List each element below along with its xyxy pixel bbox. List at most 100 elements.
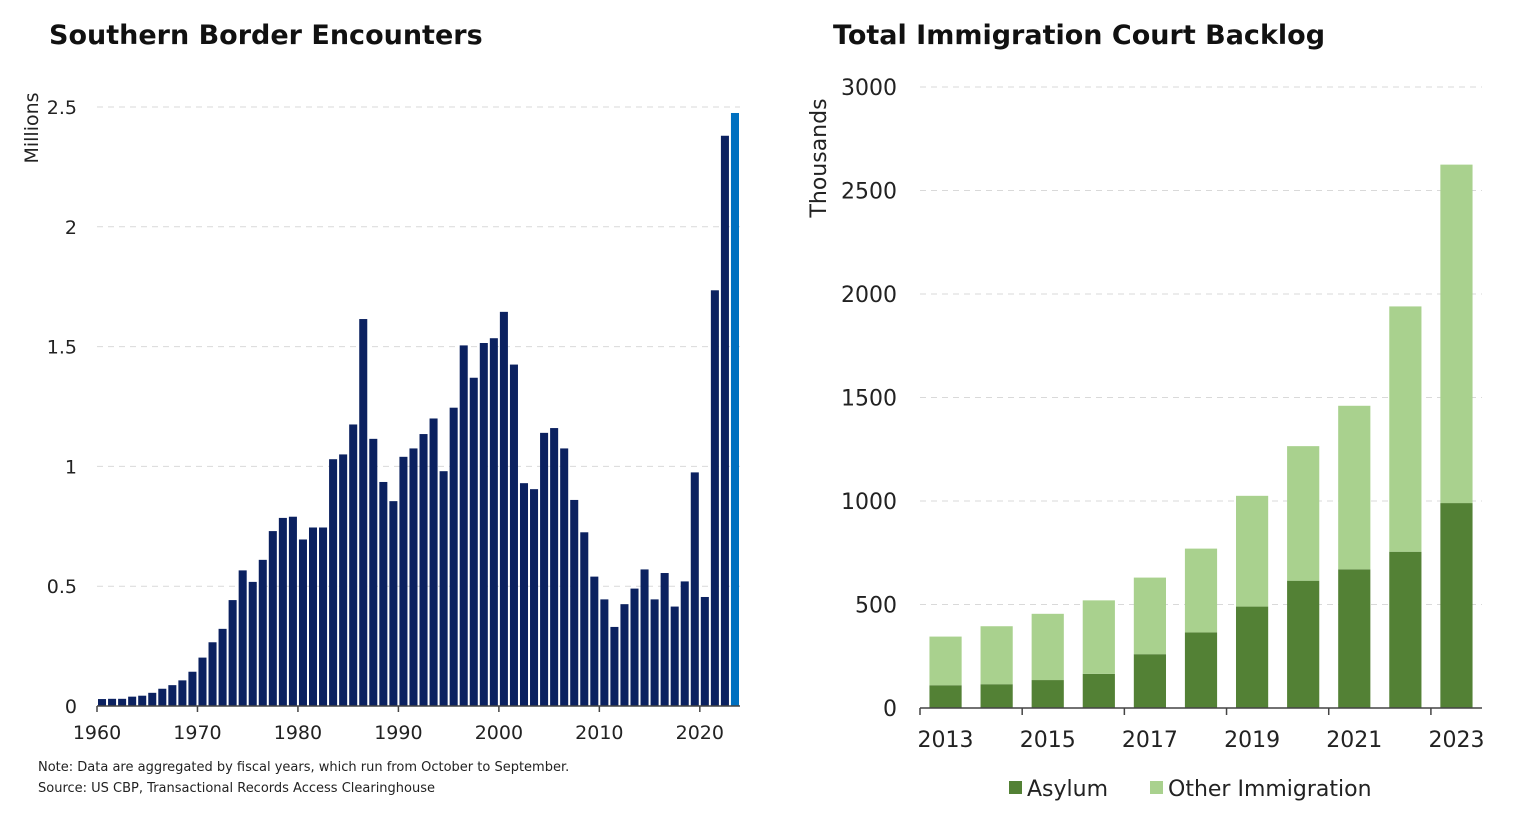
y-tick-label: 0: [883, 697, 897, 722]
bar-1981: [308, 527, 318, 706]
bar-2007: [570, 499, 579, 706]
x-tick-label: 2023: [1428, 728, 1484, 753]
bar-1960: [98, 699, 107, 706]
bar-2021-other: [1338, 405, 1371, 570]
x-tick-label: 1960: [73, 722, 121, 744]
bar-2022-asylum: [1389, 551, 1422, 708]
bar-1983: [329, 459, 338, 706]
bar-2014: [640, 569, 649, 706]
bar-2020: [700, 596, 709, 706]
right-bars: [929, 164, 1473, 708]
right-y-axis-label: Thousands: [807, 98, 832, 218]
y-tick-label: 0: [65, 696, 77, 718]
bar-2001: [509, 364, 518, 706]
bar-2021-asylum: [1338, 569, 1371, 708]
bar-1974: [238, 570, 247, 706]
y-tick-label: 2500: [841, 180, 897, 205]
left-x-ticks: 1960 1970 1980 1990 2000 2010 2020: [73, 706, 724, 744]
right-y-ticks: 0 500 1000 1500 2000 2500 3000: [841, 76, 897, 722]
bar-1996: [459, 345, 468, 706]
y-tick-label: 2000: [841, 283, 897, 308]
bar-1975: [248, 581, 257, 706]
bar-2006: [560, 448, 569, 706]
bar-2000: [499, 311, 508, 706]
bar-2021: [710, 290, 719, 706]
bar-2016-other: [1082, 600, 1115, 674]
bar-2017: [670, 606, 679, 706]
x-tick-label: 2021: [1326, 728, 1382, 753]
left-bars: [98, 112, 739, 707]
legend-label-other: Other Immigration: [1168, 777, 1372, 802]
bar-1990: [399, 456, 408, 706]
y-tick-label: 1500: [841, 387, 897, 412]
bar-2018-asylum: [1184, 632, 1218, 708]
bar-1998: [479, 343, 488, 706]
bar-1971: [208, 642, 217, 706]
bar-1968: [178, 680, 187, 706]
bar-2013-other: [929, 636, 962, 686]
bar-1989: [389, 501, 398, 706]
bar-1986: [359, 319, 368, 706]
left-y-ticks: 0 0.5 1 1.5 2 2.5: [47, 97, 77, 718]
y-tick-label: 0.5: [47, 576, 77, 598]
right-x-ticks: 2013 2015 2017 2019 2021 2023: [918, 708, 1484, 753]
bar-1961: [108, 698, 117, 706]
bar-2014-asylum: [980, 684, 1013, 708]
bar-1982: [319, 527, 328, 706]
bar-1965: [148, 692, 157, 706]
bar-2013-asylum: [929, 685, 962, 708]
x-tick-label: 1980: [274, 722, 322, 744]
bar-1969: [188, 671, 197, 706]
bar-2016: [660, 573, 669, 706]
bar-2022: [720, 135, 729, 706]
bar-1964: [138, 695, 147, 706]
bar-2017-other: [1133, 577, 1167, 655]
bar-1979: [288, 516, 297, 706]
x-tick-label: 2017: [1122, 728, 1178, 753]
y-tick-label: 1.5: [47, 337, 77, 359]
bar-1962: [118, 698, 127, 706]
bar-1992: [419, 434, 428, 706]
x-tick-label: 1970: [173, 722, 221, 744]
bar-1973: [228, 600, 237, 706]
source-text: Source: US CBP, Transactional Records Ac…: [38, 781, 435, 796]
bar-1978: [278, 517, 287, 706]
left-y-axis-label: Millions: [21, 92, 43, 163]
bar-2019-asylum: [1235, 606, 1269, 708]
bar-1988: [379, 481, 388, 706]
bar-2023-asylum: [1440, 503, 1473, 708]
bar-2016-asylum: [1082, 673, 1115, 708]
left-chart-title: Southern Border Encounters: [49, 20, 483, 51]
legend-swatch-other: [1150, 781, 1163, 794]
bar-1970: [198, 657, 207, 706]
bar-2017-asylum: [1133, 654, 1167, 708]
bar-2008: [580, 532, 589, 706]
bar-2003: [530, 489, 539, 706]
bar-1980: [298, 539, 307, 706]
bar-2022-other: [1389, 306, 1422, 552]
x-tick-label: 2020: [676, 722, 724, 744]
x-tick-label: 2015: [1020, 728, 1076, 753]
bar-1967: [168, 685, 177, 706]
bar-1984: [339, 454, 348, 706]
bar-2011: [610, 626, 619, 706]
y-tick-label: 2: [65, 217, 77, 239]
bar-2023-other: [1440, 164, 1473, 504]
bar-2019: [690, 472, 699, 706]
bar-2010: [600, 599, 609, 706]
bar-1995: [449, 407, 458, 706]
bar-2009: [590, 576, 599, 706]
bar-2015-other: [1031, 613, 1064, 681]
bar-2014-other: [980, 626, 1013, 685]
bar-1985: [349, 424, 358, 706]
legend-label-asylum: Asylum: [1027, 777, 1108, 802]
bar-1993: [429, 418, 438, 706]
bar-1977: [268, 531, 277, 706]
y-tick-label: 500: [855, 594, 897, 619]
y-tick-label: 2.5: [47, 97, 77, 119]
bar-1966: [158, 688, 167, 706]
x-tick-label: 2000: [475, 722, 523, 744]
bar-2023: [730, 112, 739, 707]
x-tick-label: 1990: [374, 722, 422, 744]
bar-2002: [519, 483, 529, 706]
